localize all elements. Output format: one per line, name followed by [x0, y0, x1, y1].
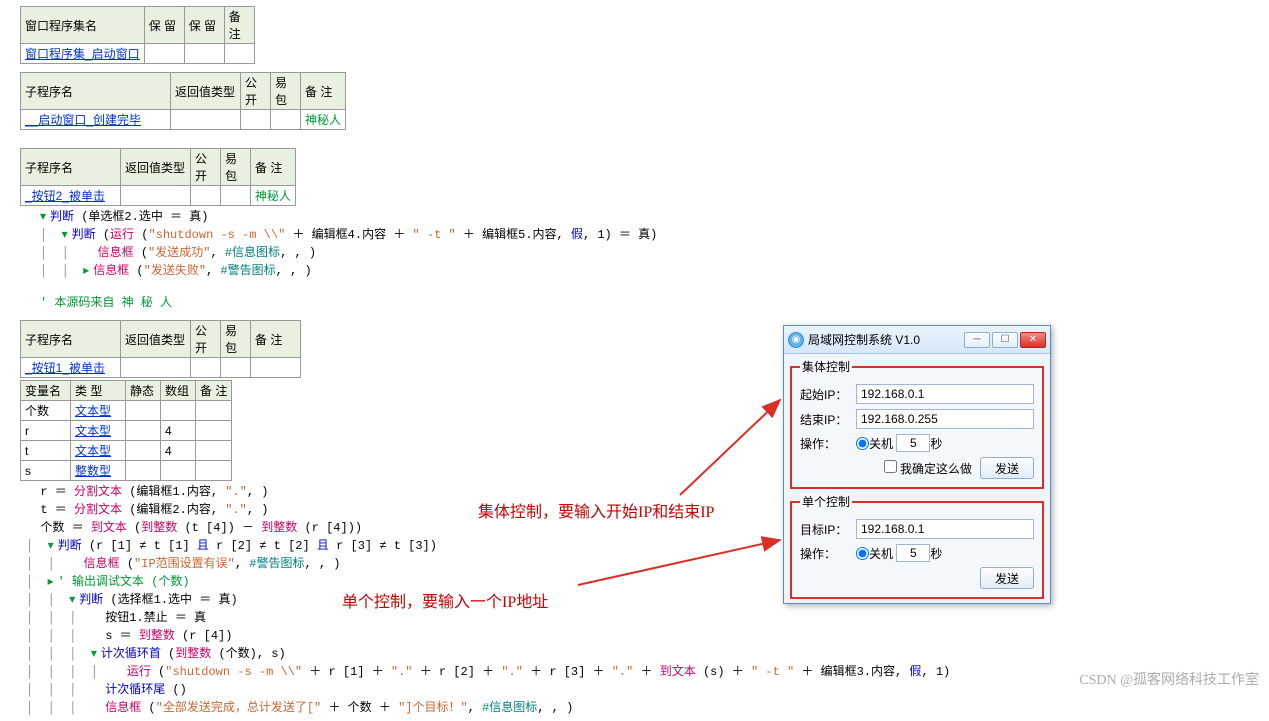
table-sub1: 子程序名返回值类型公开易包备 注 __启动窗口_创建完毕神秘人 — [20, 72, 346, 130]
dialog-title-text: 局域网控制系统 V1.0 — [808, 331, 920, 348]
radio1-text: 关机 — [869, 435, 893, 452]
target-ip-input[interactable] — [856, 519, 1034, 539]
group1-legend: 集体控制 — [800, 358, 852, 375]
seconds-input-1[interactable] — [896, 434, 930, 452]
watermark: CSDN @孤客网络科技工作室 — [1079, 669, 1259, 689]
annotation-single-control: 单个控制，要输入一个IP地址 — [342, 588, 548, 612]
radio2-text: 关机 — [869, 545, 893, 562]
start-ip-input[interactable] — [856, 384, 1034, 404]
group2-legend: 单个控制 — [800, 493, 852, 510]
radio-shutdown-2[interactable] — [856, 547, 869, 560]
app-icon: ◉ — [788, 332, 804, 348]
window-set-link[interactable]: 窗口程序集_启动窗口 — [21, 44, 145, 64]
op2-label: 操作： — [800, 545, 856, 562]
code-block-1: ▾判断 (单选框2.选中 ＝ 真)│ ▾判断 (运行 ("shutdown -s… — [20, 208, 1249, 280]
radio-shutdown-1[interactable] — [856, 437, 869, 450]
sec2-suffix: 秒 — [930, 545, 942, 562]
table-sub2: 子程序名返回值类型公开易包备 注 _按钮2_被单击神秘人 — [20, 148, 296, 206]
sub2-link[interactable]: _按钮2_被单击 — [21, 186, 121, 206]
start-ip-label: 起始IP： — [800, 386, 856, 403]
dialog-lan-control[interactable]: ◉ 局域网控制系统 V1.0 ─ ☐ ✕ 集体控制 起始IP： 结束IP： 操作… — [783, 325, 1051, 604]
op1-label: 操作： — [800, 435, 856, 452]
minimize-button[interactable]: ─ — [964, 332, 990, 348]
target-ip-label: 目标IP： — [800, 521, 856, 538]
group-single-control: 单个控制 目标IP： 操作： 关机 秒 发送 — [790, 493, 1044, 599]
maximize-button[interactable]: ☐ — [992, 332, 1018, 348]
close-button[interactable]: ✕ — [1020, 332, 1046, 348]
table-sub3: 子程序名返回值类型公开易包备 注 _按钮1_被单击 — [20, 320, 301, 378]
table-window-set: 窗口程序集名保 留保 留备 注 窗口程序集_启动窗口 — [20, 6, 255, 64]
table-vars: 变量名类 型静态数组备 注 个数文本型r文本型4t文本型4s整数型 — [20, 380, 232, 481]
send-button-2[interactable]: 发送 — [980, 567, 1034, 589]
dialog-titlebar[interactable]: ◉ 局域网控制系统 V1.0 ─ ☐ ✕ — [784, 326, 1050, 354]
send-button-1[interactable]: 发送 — [980, 457, 1034, 479]
end-ip-input[interactable] — [856, 409, 1034, 429]
sec1-suffix: 秒 — [930, 435, 942, 452]
end-ip-label: 结束IP： — [800, 411, 856, 428]
confirm-checkbox[interactable] — [884, 460, 897, 473]
sub3-link[interactable]: _按钮1_被单击 — [21, 358, 121, 378]
annotation-group-control: 集体控制，要输入开始IP和结束IP — [478, 498, 714, 522]
seconds-input-2[interactable] — [896, 544, 930, 562]
group-bulk-control: 集体控制 起始IP： 结束IP： 操作： 关机 秒 我确定这么做 发送 — [790, 358, 1044, 489]
sub1-link[interactable]: __启动窗口_创建完毕 — [21, 110, 171, 130]
confirm-checkbox-label[interactable]: 我确定这么做 — [884, 460, 972, 477]
source-comment: ' 本源码来自 神 秘 人 — [20, 294, 1249, 312]
code-editor: 窗口程序集名保 留保 留备 注 窗口程序集_启动窗口 子程序名返回值类型公开易包… — [0, 0, 1269, 721]
